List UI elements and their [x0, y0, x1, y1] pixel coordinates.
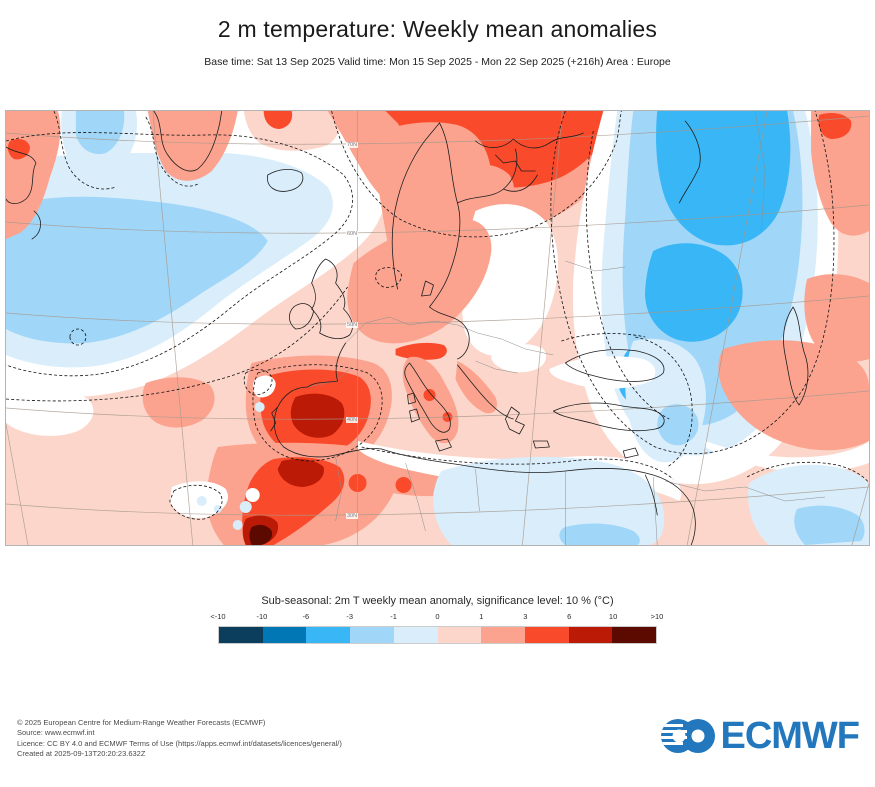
- anomaly-fields: [6, 111, 869, 545]
- legend-tick-6: 1: [479, 612, 484, 621]
- significance-contours: [6, 111, 869, 520]
- legend-tick-0: <-10: [210, 612, 226, 621]
- graticule: [6, 111, 869, 545]
- footer-copyright: © 2025 European Centre for Medium-Range …: [17, 718, 266, 727]
- legend-swatch-6: [481, 627, 525, 643]
- legend-tick-1: -10: [256, 612, 268, 621]
- ecmwf-logo-text: ECMWF: [720, 715, 860, 757]
- coastlines: [6, 111, 809, 545]
- graticule-label-60n: 60N: [346, 231, 359, 237]
- legend-swatch-0: [219, 627, 263, 643]
- legend-tick-9: 10: [608, 612, 618, 621]
- legend-swatch-8: [568, 627, 613, 643]
- footer-source: Source: www.ecmwf.int: [17, 728, 95, 738]
- legend-tick-labels: <-10 -10 -6 -3 -1 0 1 3 6 10 >10: [210, 612, 663, 622]
- graticule-label-40n: 40N: [346, 417, 359, 423]
- legend-swatch-1: [262, 627, 307, 643]
- legend-swatch-3: [350, 627, 394, 643]
- footer-licence: Licence: CC BY 4.0 and ECMWF Terms of Us…: [17, 738, 342, 748]
- legend-tick-7: 3: [523, 612, 528, 621]
- graticule-label-50n: 50N: [346, 322, 359, 328]
- legend-tick-2: -6: [302, 612, 310, 621]
- legend-swatch-4: [393, 627, 438, 643]
- anomaly-map: 70N 60N 50N 40N 30N: [5, 110, 870, 546]
- legend-swatch-7: [524, 627, 569, 643]
- graticule-label-30n: 30N: [346, 513, 359, 519]
- legend-tick-3: -3: [346, 612, 354, 621]
- legend-tick-5: 0: [435, 612, 440, 621]
- legend-swatch-5: [437, 627, 482, 643]
- page-subtitle: Base time: Sat 13 Sep 2025 Valid time: M…: [204, 56, 671, 68]
- legend-swatch-2: [306, 627, 351, 643]
- footer-attribution: © 2025 European Centre for Medium-Range …: [17, 718, 342, 759]
- ecmwf-logo: ECMWF: [661, 715, 860, 757]
- legend-caption: Sub-seasonal: 2m T weekly mean anomaly, …: [261, 595, 614, 607]
- ecmwf-globe-icon: [661, 719, 716, 753]
- legend-tick-4: -1: [390, 612, 397, 621]
- legend-tick-8: 6: [567, 612, 572, 621]
- legend-colorbar: [218, 626, 657, 644]
- legend-tick-10: >10: [650, 612, 664, 621]
- graticule-label-70n: 70N: [346, 142, 359, 148]
- country-borders: [307, 111, 826, 545]
- anomaly-map-svg: [6, 111, 869, 545]
- page-title: 2 m temperature: Weekly mean anomalies: [217, 16, 658, 42]
- footer-created: Created at 2025-09-13T20:20:23.632Z: [17, 748, 146, 758]
- legend-swatch-9: [612, 627, 657, 643]
